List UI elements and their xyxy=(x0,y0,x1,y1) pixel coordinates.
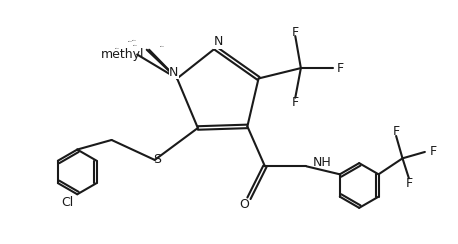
Text: N: N xyxy=(169,66,179,79)
Text: O: O xyxy=(239,198,249,211)
Text: F: F xyxy=(337,61,344,75)
Text: methyl: methyl xyxy=(128,41,133,42)
Text: F: F xyxy=(292,96,299,109)
Text: methyl: methyl xyxy=(101,48,145,61)
Text: Cl: Cl xyxy=(61,196,73,209)
Text: NH: NH xyxy=(313,156,332,169)
Text: methyl: methyl xyxy=(160,46,165,47)
Text: F: F xyxy=(429,145,436,158)
Text: F: F xyxy=(292,26,299,39)
Text: F: F xyxy=(405,177,413,190)
Text: methyl: methyl xyxy=(133,44,138,46)
Text: N: N xyxy=(214,35,224,48)
Text: S: S xyxy=(153,153,161,166)
Text: methyl: methyl xyxy=(131,40,136,41)
Text: methyl: methyl xyxy=(115,48,120,49)
Text: F: F xyxy=(393,125,400,138)
